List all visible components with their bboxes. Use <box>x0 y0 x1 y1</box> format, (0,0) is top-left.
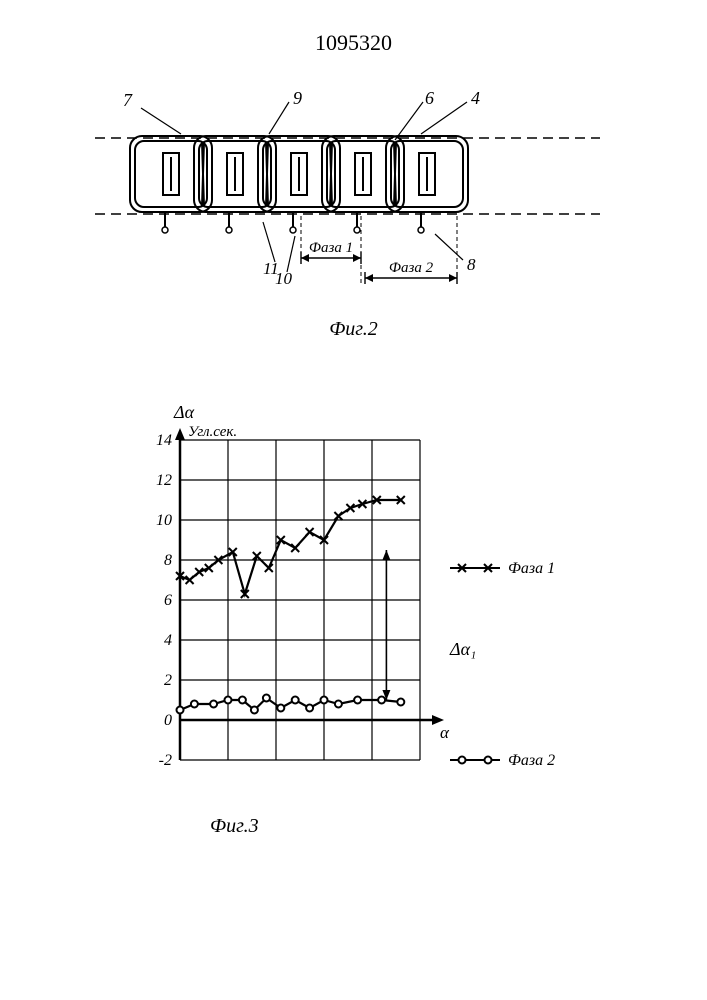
svg-text:6: 6 <box>164 592 172 609</box>
svg-text:Δα: Δα <box>173 402 195 422</box>
svg-text:Угл.сек.: Угл.сек. <box>188 424 237 440</box>
svg-text:4: 4 <box>164 632 172 649</box>
svg-text:2: 2 <box>164 672 172 689</box>
fig3-caption: Фиг.3 <box>210 815 259 838</box>
svg-text:Фаза 1: Фаза 1 <box>508 560 555 577</box>
svg-text:0: 0 <box>164 712 172 729</box>
svg-text:10: 10 <box>156 512 172 529</box>
fig3-chart: -2 0 2 4 6 8 10 12 14Δα Угл.сек. α Δα₁ Фаза 1 Фаза 2 <box>0 0 707 1000</box>
svg-text:Δα₁: Δα₁ <box>449 639 476 659</box>
svg-text:14: 14 <box>156 432 172 449</box>
svg-text:Фаза 2: Фаза 2 <box>508 752 555 769</box>
svg-text:-2: -2 <box>159 752 172 769</box>
svg-text:12: 12 <box>156 472 172 489</box>
svg-text:α: α <box>440 723 450 742</box>
svg-text:8: 8 <box>164 552 172 569</box>
